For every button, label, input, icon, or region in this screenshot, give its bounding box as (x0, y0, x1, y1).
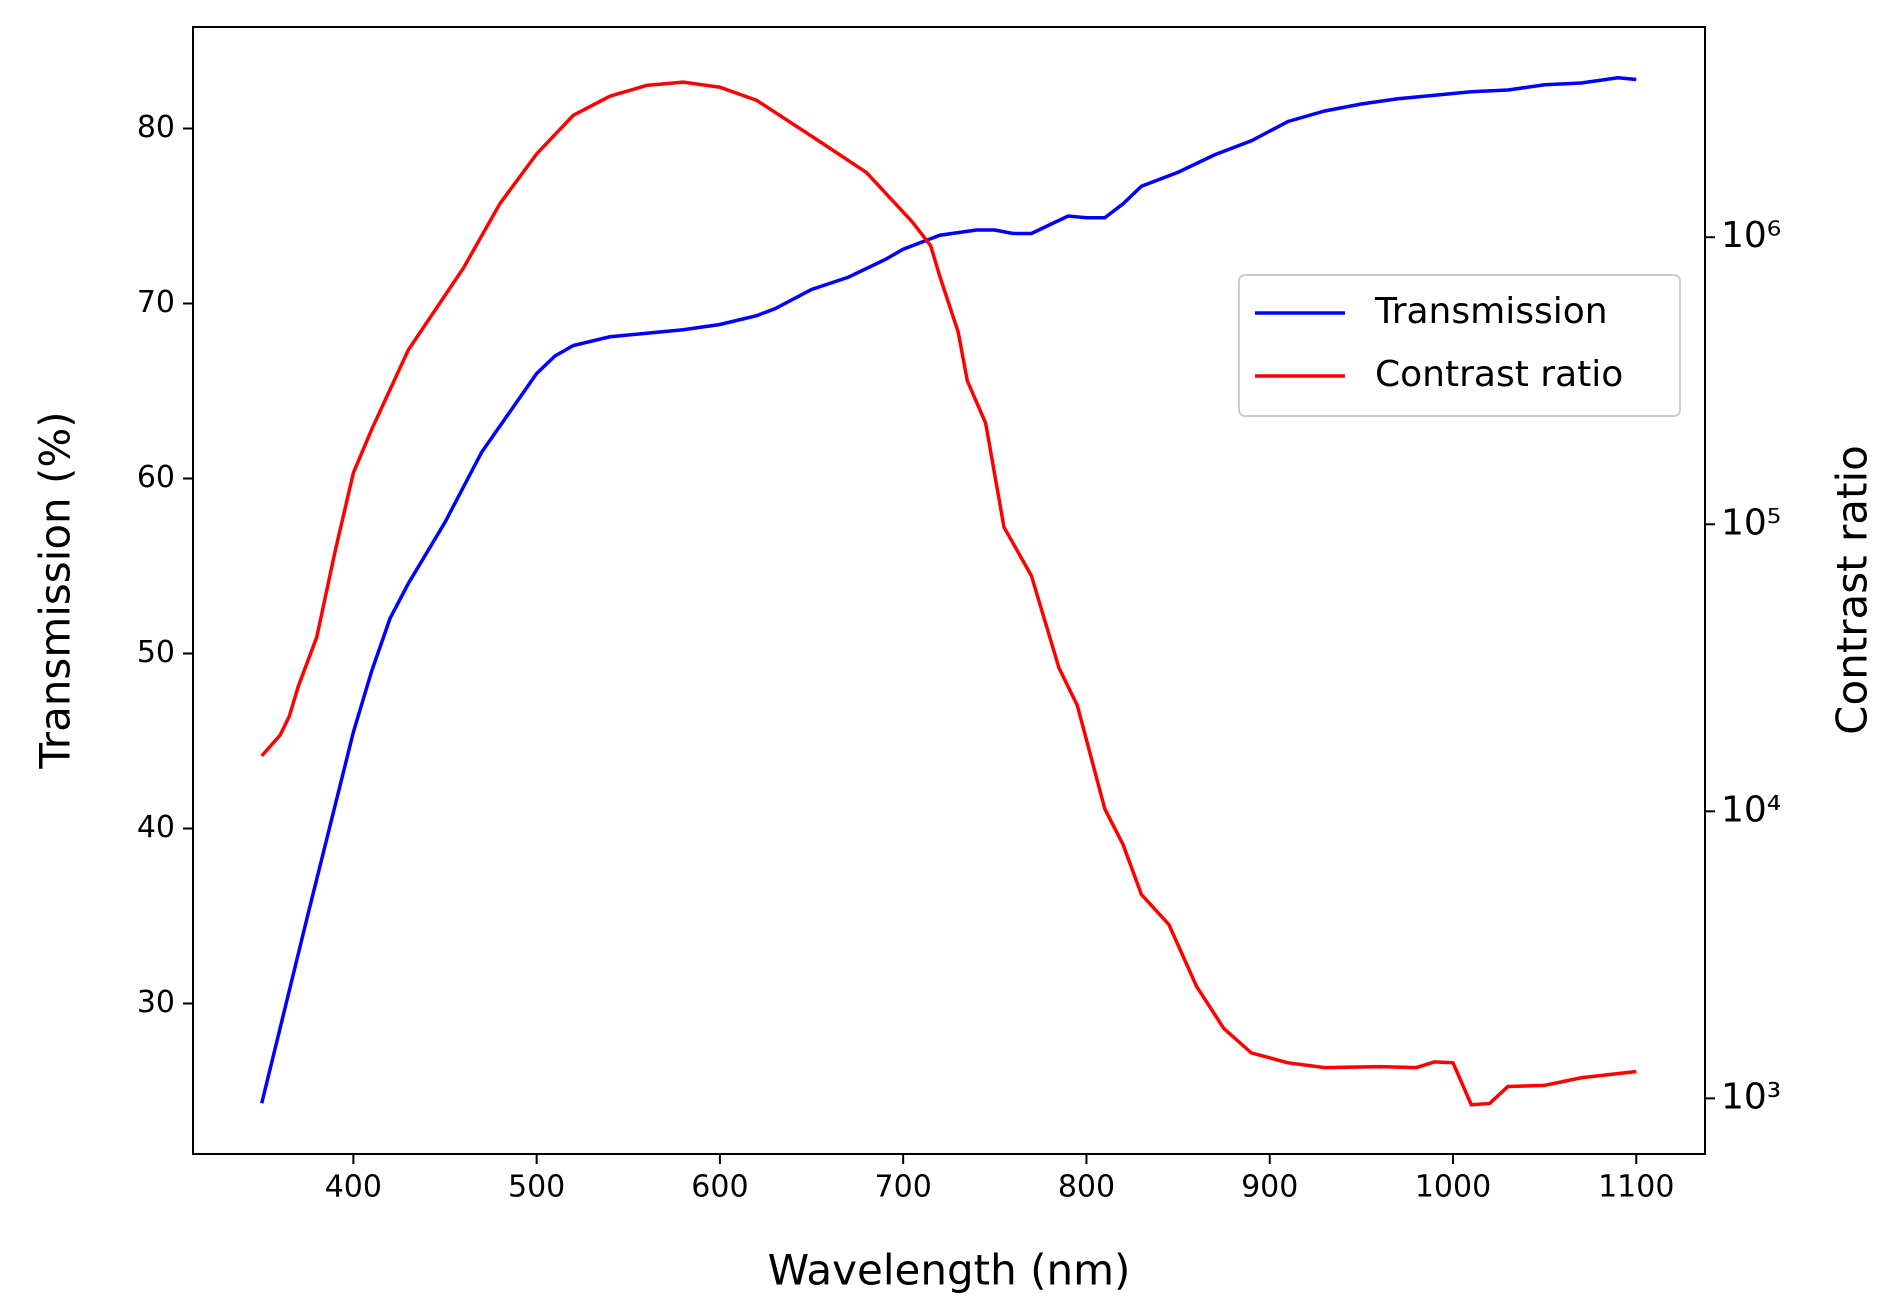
x-tick-label: 800 (1058, 1170, 1115, 1205)
x-tick-label: 900 (1241, 1170, 1298, 1205)
y-tick-label: 30 (137, 985, 175, 1020)
y-axis-label: Transmission (%) (31, 411, 80, 769)
y-tick-label: 80 (137, 110, 175, 145)
y2-tick-label: 10³ (1721, 1076, 1781, 1117)
y2-tick-label: 10⁶ (1721, 215, 1781, 256)
legend-label: Contrast ratio (1375, 354, 1623, 395)
x-tick-label: 500 (508, 1170, 565, 1205)
y-tick-label: 40 (137, 810, 175, 845)
legend-box (1238, 274, 1681, 417)
x-tick-label: 700 (875, 1170, 932, 1205)
x-axis-label: Wavelength (nm) (768, 1246, 1131, 1295)
x-tick-label: 1000 (1415, 1170, 1491, 1205)
x-tick-label: 1100 (1598, 1170, 1674, 1205)
data-line (260, 80, 1637, 1107)
data-line (260, 75, 1637, 1104)
y-tick-label: 50 (137, 635, 175, 670)
legend-label: Transmission (1374, 291, 1608, 332)
x-tick-label: 400 (325, 1170, 382, 1205)
plot-frame (192, 26, 1706, 1155)
y-tick-label: 70 (137, 285, 175, 320)
x-tick-label: 600 (691, 1170, 748, 1205)
y2-tick-label: 10⁴ (1721, 789, 1781, 830)
y-tick-label: 60 (137, 460, 175, 495)
y2-tick-label: 10⁵ (1721, 502, 1781, 543)
y2-axis-label: Contrast ratio (1828, 445, 1877, 735)
